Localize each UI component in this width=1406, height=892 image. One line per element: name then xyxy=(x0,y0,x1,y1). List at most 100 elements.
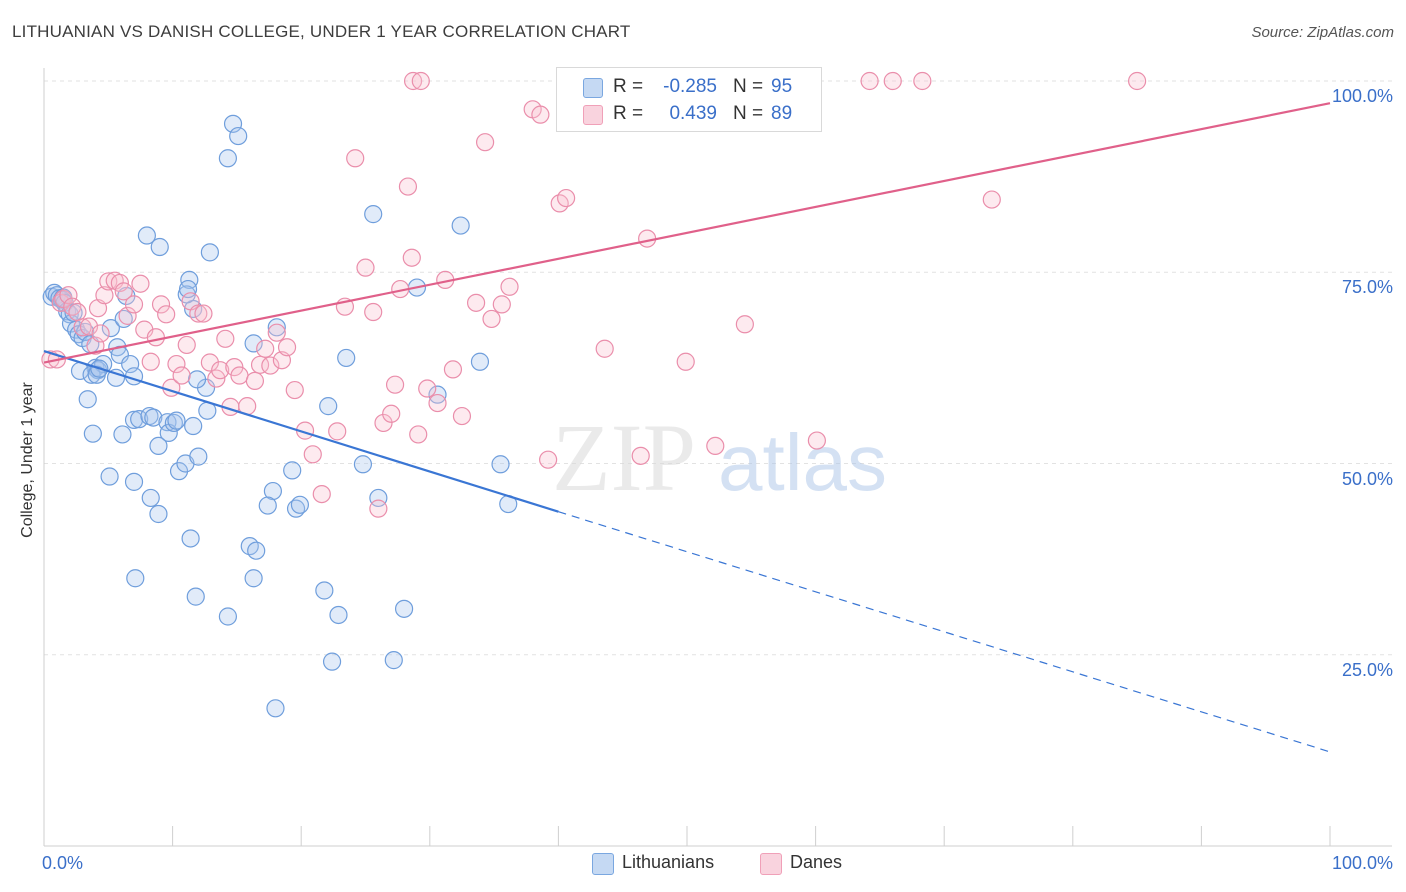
data-point xyxy=(500,277,519,296)
legend-swatch-danes xyxy=(583,105,603,125)
data-point xyxy=(216,329,235,348)
n-value: 89 xyxy=(771,103,793,124)
data-point xyxy=(247,541,266,560)
data-point xyxy=(124,295,144,314)
data-point xyxy=(68,302,87,322)
data-point xyxy=(141,488,160,508)
data-point xyxy=(411,71,430,91)
watermark-zip: ZIP xyxy=(552,404,696,511)
data-point xyxy=(913,71,932,91)
r-value: -0.285 xyxy=(663,76,717,97)
data-point xyxy=(267,318,286,337)
data-point xyxy=(364,302,383,322)
chart-title: LITHUANIAN VS DANISH COLLEGE, UNDER 1 YE… xyxy=(12,22,631,41)
data-point xyxy=(149,436,168,456)
data-point xyxy=(369,488,388,508)
data-point xyxy=(110,273,129,293)
data-point xyxy=(364,205,383,224)
legend-row-danes: R = 0.439 N = 89 xyxy=(557,101,821,129)
data-point xyxy=(706,436,725,456)
data-point xyxy=(285,380,304,400)
data-point xyxy=(475,133,495,152)
data-point xyxy=(385,375,405,394)
data-point xyxy=(329,605,348,625)
data-point xyxy=(337,348,356,368)
data-point xyxy=(146,328,165,347)
data-point xyxy=(557,188,576,208)
data-point xyxy=(982,190,1001,209)
data-point xyxy=(229,126,248,146)
trend-line-danes xyxy=(43,102,1331,364)
data-point xyxy=(319,397,338,416)
data-point xyxy=(200,243,219,262)
data-point xyxy=(398,177,418,196)
data-point xyxy=(218,149,237,168)
data-point xyxy=(137,226,156,245)
data-point xyxy=(807,431,826,450)
data-point xyxy=(346,149,365,168)
x-tick-label: 0.0% xyxy=(42,853,84,873)
data-point xyxy=(150,237,169,257)
data-point xyxy=(167,354,186,374)
data-point xyxy=(131,274,150,293)
data-point xyxy=(369,499,388,518)
data-point xyxy=(95,286,114,305)
data-point xyxy=(177,335,196,355)
data-point xyxy=(353,455,373,474)
data-point xyxy=(124,472,144,491)
legend-row-lithuanians: R = -0.285 N = 95 xyxy=(557,74,821,102)
data-point xyxy=(244,334,263,353)
n-value: 95 xyxy=(771,76,793,97)
data-point xyxy=(200,353,219,372)
data-point xyxy=(470,352,490,371)
data-point xyxy=(482,309,501,329)
data-point xyxy=(218,607,237,626)
data-point xyxy=(428,393,447,413)
n-label: N = xyxy=(733,76,764,97)
data-point xyxy=(261,356,280,375)
data-point xyxy=(151,295,171,314)
legend-label-danes: Danes xyxy=(790,852,843,872)
y-tick-label: 75.0% xyxy=(1341,277,1393,298)
data-point xyxy=(492,295,511,314)
data-point xyxy=(130,410,149,429)
data-point xyxy=(141,352,160,371)
lithuanians-points xyxy=(42,114,518,718)
legend-swatch-lithuanians xyxy=(583,78,603,98)
legend-swatch-lithuanians xyxy=(592,853,614,875)
trend-line-lithuanians xyxy=(43,349,559,513)
data-point xyxy=(186,587,205,606)
data-point xyxy=(374,413,393,433)
data-point xyxy=(531,105,550,124)
data-point xyxy=(266,699,285,718)
data-point xyxy=(106,368,126,387)
data-point xyxy=(356,258,375,277)
data-point xyxy=(144,408,163,427)
data-point xyxy=(149,504,168,524)
data-point xyxy=(189,447,208,466)
stats-legend: R = -0.285 N = 95 R = 0.439 N = 89 xyxy=(556,67,822,132)
data-point xyxy=(100,467,119,486)
data-point xyxy=(124,410,144,429)
data-point xyxy=(230,366,249,385)
source-credit: Source: ZipAtlas.com xyxy=(1251,24,1394,41)
data-point xyxy=(860,71,879,91)
data-point xyxy=(883,71,902,91)
data-point xyxy=(126,569,145,588)
data-point xyxy=(631,446,650,465)
legend-label-lithuanians: Lithuanians xyxy=(622,852,715,872)
data-point xyxy=(63,297,82,316)
data-point xyxy=(83,424,102,443)
data-point xyxy=(211,361,230,380)
x-tick-label: 100.0% xyxy=(1331,853,1393,873)
data-point xyxy=(101,318,120,338)
data-point xyxy=(418,379,437,398)
data-point xyxy=(267,323,286,342)
data-point xyxy=(595,339,614,358)
data-point xyxy=(113,425,132,444)
data-point xyxy=(73,318,92,337)
data-point xyxy=(245,371,265,390)
data-point xyxy=(451,216,470,235)
data-point xyxy=(384,651,403,670)
